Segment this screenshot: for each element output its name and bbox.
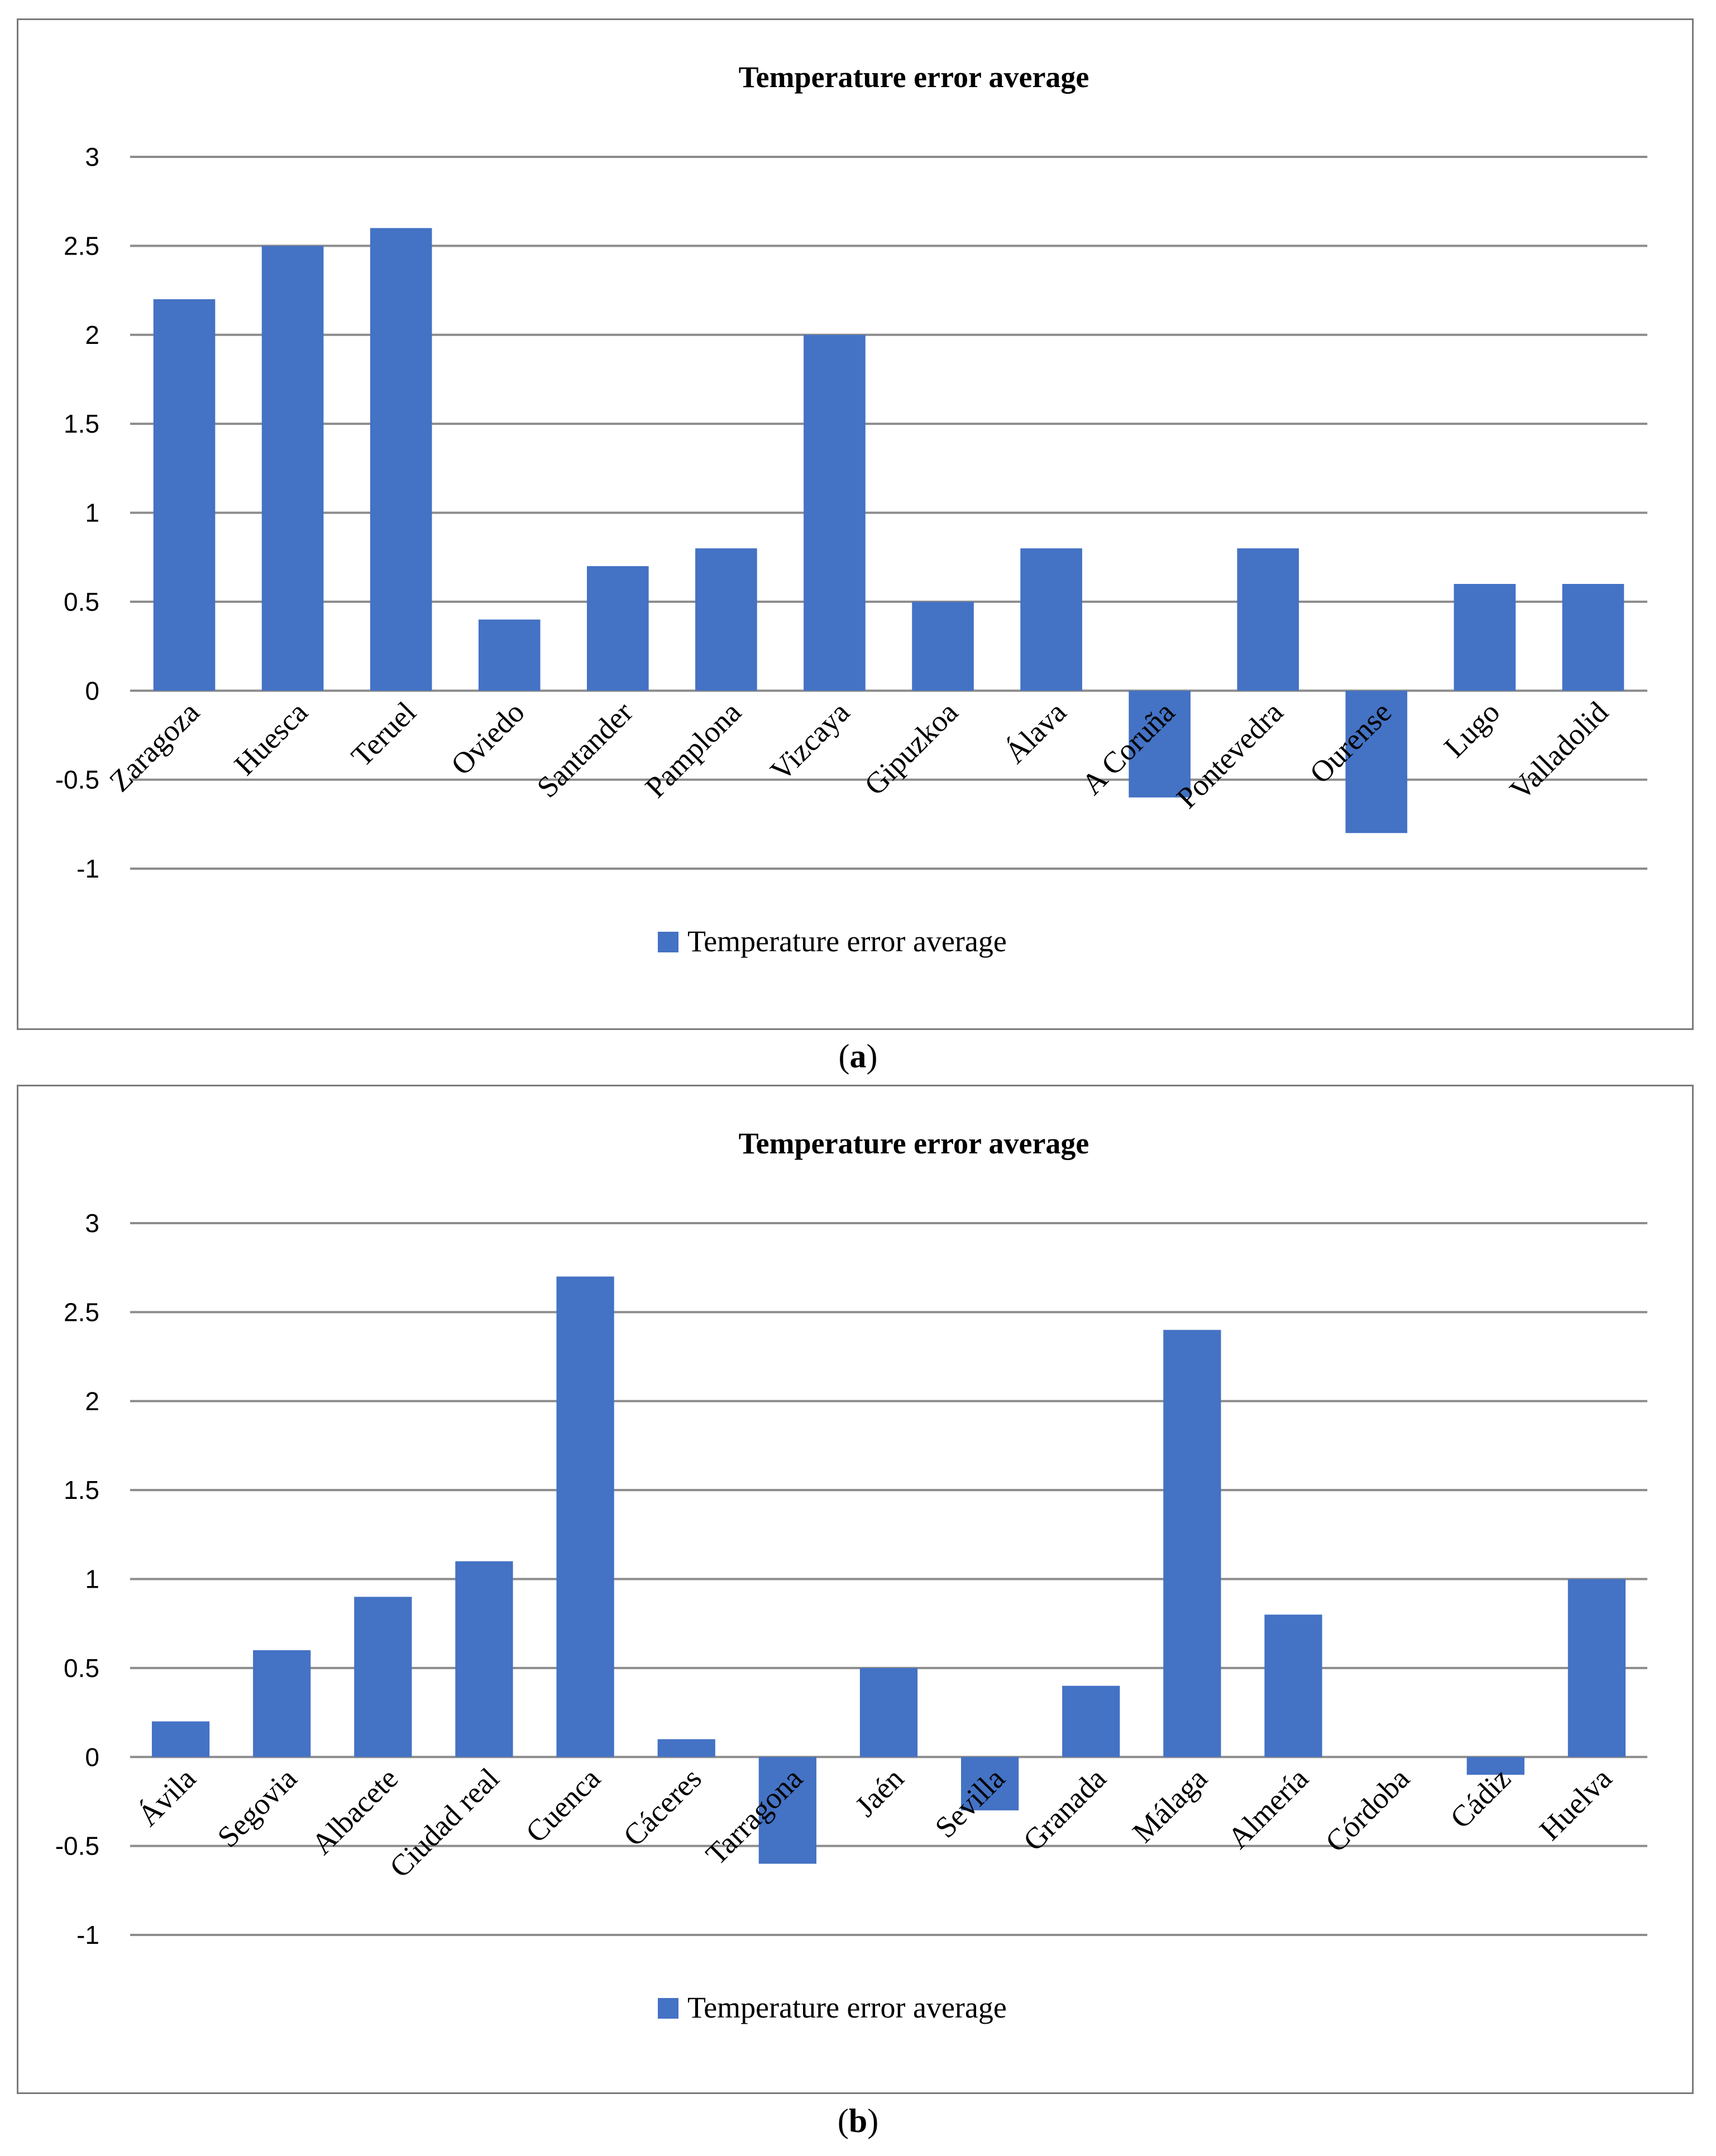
x-tick-label: Málaga [1126, 1761, 1213, 1849]
bar [153, 299, 216, 691]
chart-title: Temperature error average [739, 60, 1089, 94]
x-tick-label: Granada [1017, 1761, 1113, 1857]
x-tick-label: Zaragoza [103, 695, 205, 798]
y-tick-label: 0 [85, 1742, 99, 1771]
x-tick-label: Segovia [211, 1761, 303, 1853]
bar [261, 246, 324, 691]
bar [1264, 1614, 1322, 1757]
y-axis: 3 2.5 2 1.5 1 0.5 0 -0.5 -1 [55, 1209, 99, 1949]
bar [370, 228, 432, 691]
y-tick-label: 2.5 [64, 1297, 99, 1326]
x-tick-label: Cuenca [519, 1761, 607, 1849]
x-tick-label: Cáceres [616, 1761, 708, 1852]
y-tick-label: 3 [85, 142, 99, 171]
bar [804, 334, 866, 691]
x-tick-label: Valladolid [1503, 695, 1614, 806]
y-tick-label: 0 [85, 676, 99, 705]
legend-label: Temperature error average [687, 924, 1007, 958]
bar [912, 601, 974, 691]
y-tick-label: 3 [85, 1209, 99, 1238]
bar [354, 1597, 412, 1757]
bar [657, 1739, 715, 1757]
bar [1129, 691, 1191, 798]
y-tick-label: 0.5 [64, 587, 99, 616]
legend-label: Temperature error average [687, 1991, 1007, 2024]
y-tick-label: 2 [85, 1387, 99, 1416]
bar [695, 548, 757, 691]
y-tick-label: -1 [77, 854, 99, 883]
x-tick-label: Almería [1221, 1761, 1315, 1855]
x-tick-label: Huelva [1533, 1761, 1618, 1847]
bar [1567, 1579, 1626, 1757]
x-tick-label: Vizcaya [764, 695, 856, 787]
caption-b-letter: b [848, 2102, 868, 2139]
y-axis: 3 2.5 2 1.5 1 0.5 0 -0.5 -1 [55, 142, 99, 883]
x-tick-label: Oviedo [444, 695, 531, 782]
bar [859, 1668, 918, 1757]
bar [961, 1757, 1019, 1810]
legend-swatch [658, 1998, 678, 2019]
y-tick-label: 2.5 [64, 231, 99, 260]
chart-b: Temperature error average 3 2.5 2 1.5 1 0.5 0 -… [55, 1127, 1647, 2024]
x-tick-label: Huesca [228, 695, 314, 782]
bar [758, 1757, 816, 1864]
bar [253, 1650, 311, 1757]
chart-a: Temperature error average 3 2.5 2 1.5 1 0.5 0 -… [55, 60, 1647, 958]
bar [151, 1721, 210, 1757]
caption-b: (b) [837, 2102, 879, 2139]
y-tick-label: -0.5 [55, 1832, 99, 1861]
bar [1345, 691, 1408, 833]
bars [153, 228, 1624, 833]
bar [1454, 584, 1516, 691]
bar [478, 619, 541, 691]
y-tick-label: 2 [85, 320, 99, 349]
x-tick-label: Lugo [1437, 695, 1506, 764]
y-tick-label: 1 [85, 499, 99, 528]
bars [151, 1276, 1626, 1864]
y-tick-label: 1.5 [64, 1475, 99, 1505]
bar [455, 1561, 513, 1757]
caption-a: (a) [838, 1038, 878, 1075]
caption-a-letter: a [849, 1038, 867, 1075]
bar [1562, 584, 1624, 691]
x-tick-label: Santander [530, 695, 639, 804]
chart-title: Temperature error average [739, 1127, 1089, 1160]
x-tick-label: Gipuzkoa [858, 695, 964, 802]
bar [587, 566, 649, 691]
bar [1062, 1685, 1120, 1757]
chart-panel-b: Temperature error average 3 2.5 2 1.5 1 0.5 0 -… [17, 1085, 1694, 2094]
y-tick-label: -1 [77, 1920, 99, 1949]
y-tick-label: 1 [85, 1565, 99, 1594]
y-tick-label: 1.5 [64, 409, 99, 438]
y-tick-label: -0.5 [55, 765, 99, 794]
legend-swatch [658, 932, 678, 952]
x-tick-label: Teruel [345, 695, 422, 773]
x-tick-label: Pamplona [639, 695, 748, 804]
chart-panel-a: Temperature error average 3 2.5 2 1.5 1 0.5 0 -… [17, 18, 1694, 1030]
x-tick-label: Álava [998, 695, 1073, 770]
bar [1163, 1330, 1221, 1757]
x-tick-label: Córdoba [1319, 1761, 1416, 1858]
bar [1237, 548, 1299, 691]
x-tick-label: Jaén [849, 1761, 910, 1823]
bar [1466, 1757, 1524, 1775]
bar [1020, 548, 1082, 691]
x-tick-label: Ávila [131, 1761, 202, 1832]
x-tick-label: Ciudad real [383, 1761, 506, 1884]
bar [556, 1276, 614, 1757]
y-tick-label: 0.5 [64, 1654, 99, 1683]
